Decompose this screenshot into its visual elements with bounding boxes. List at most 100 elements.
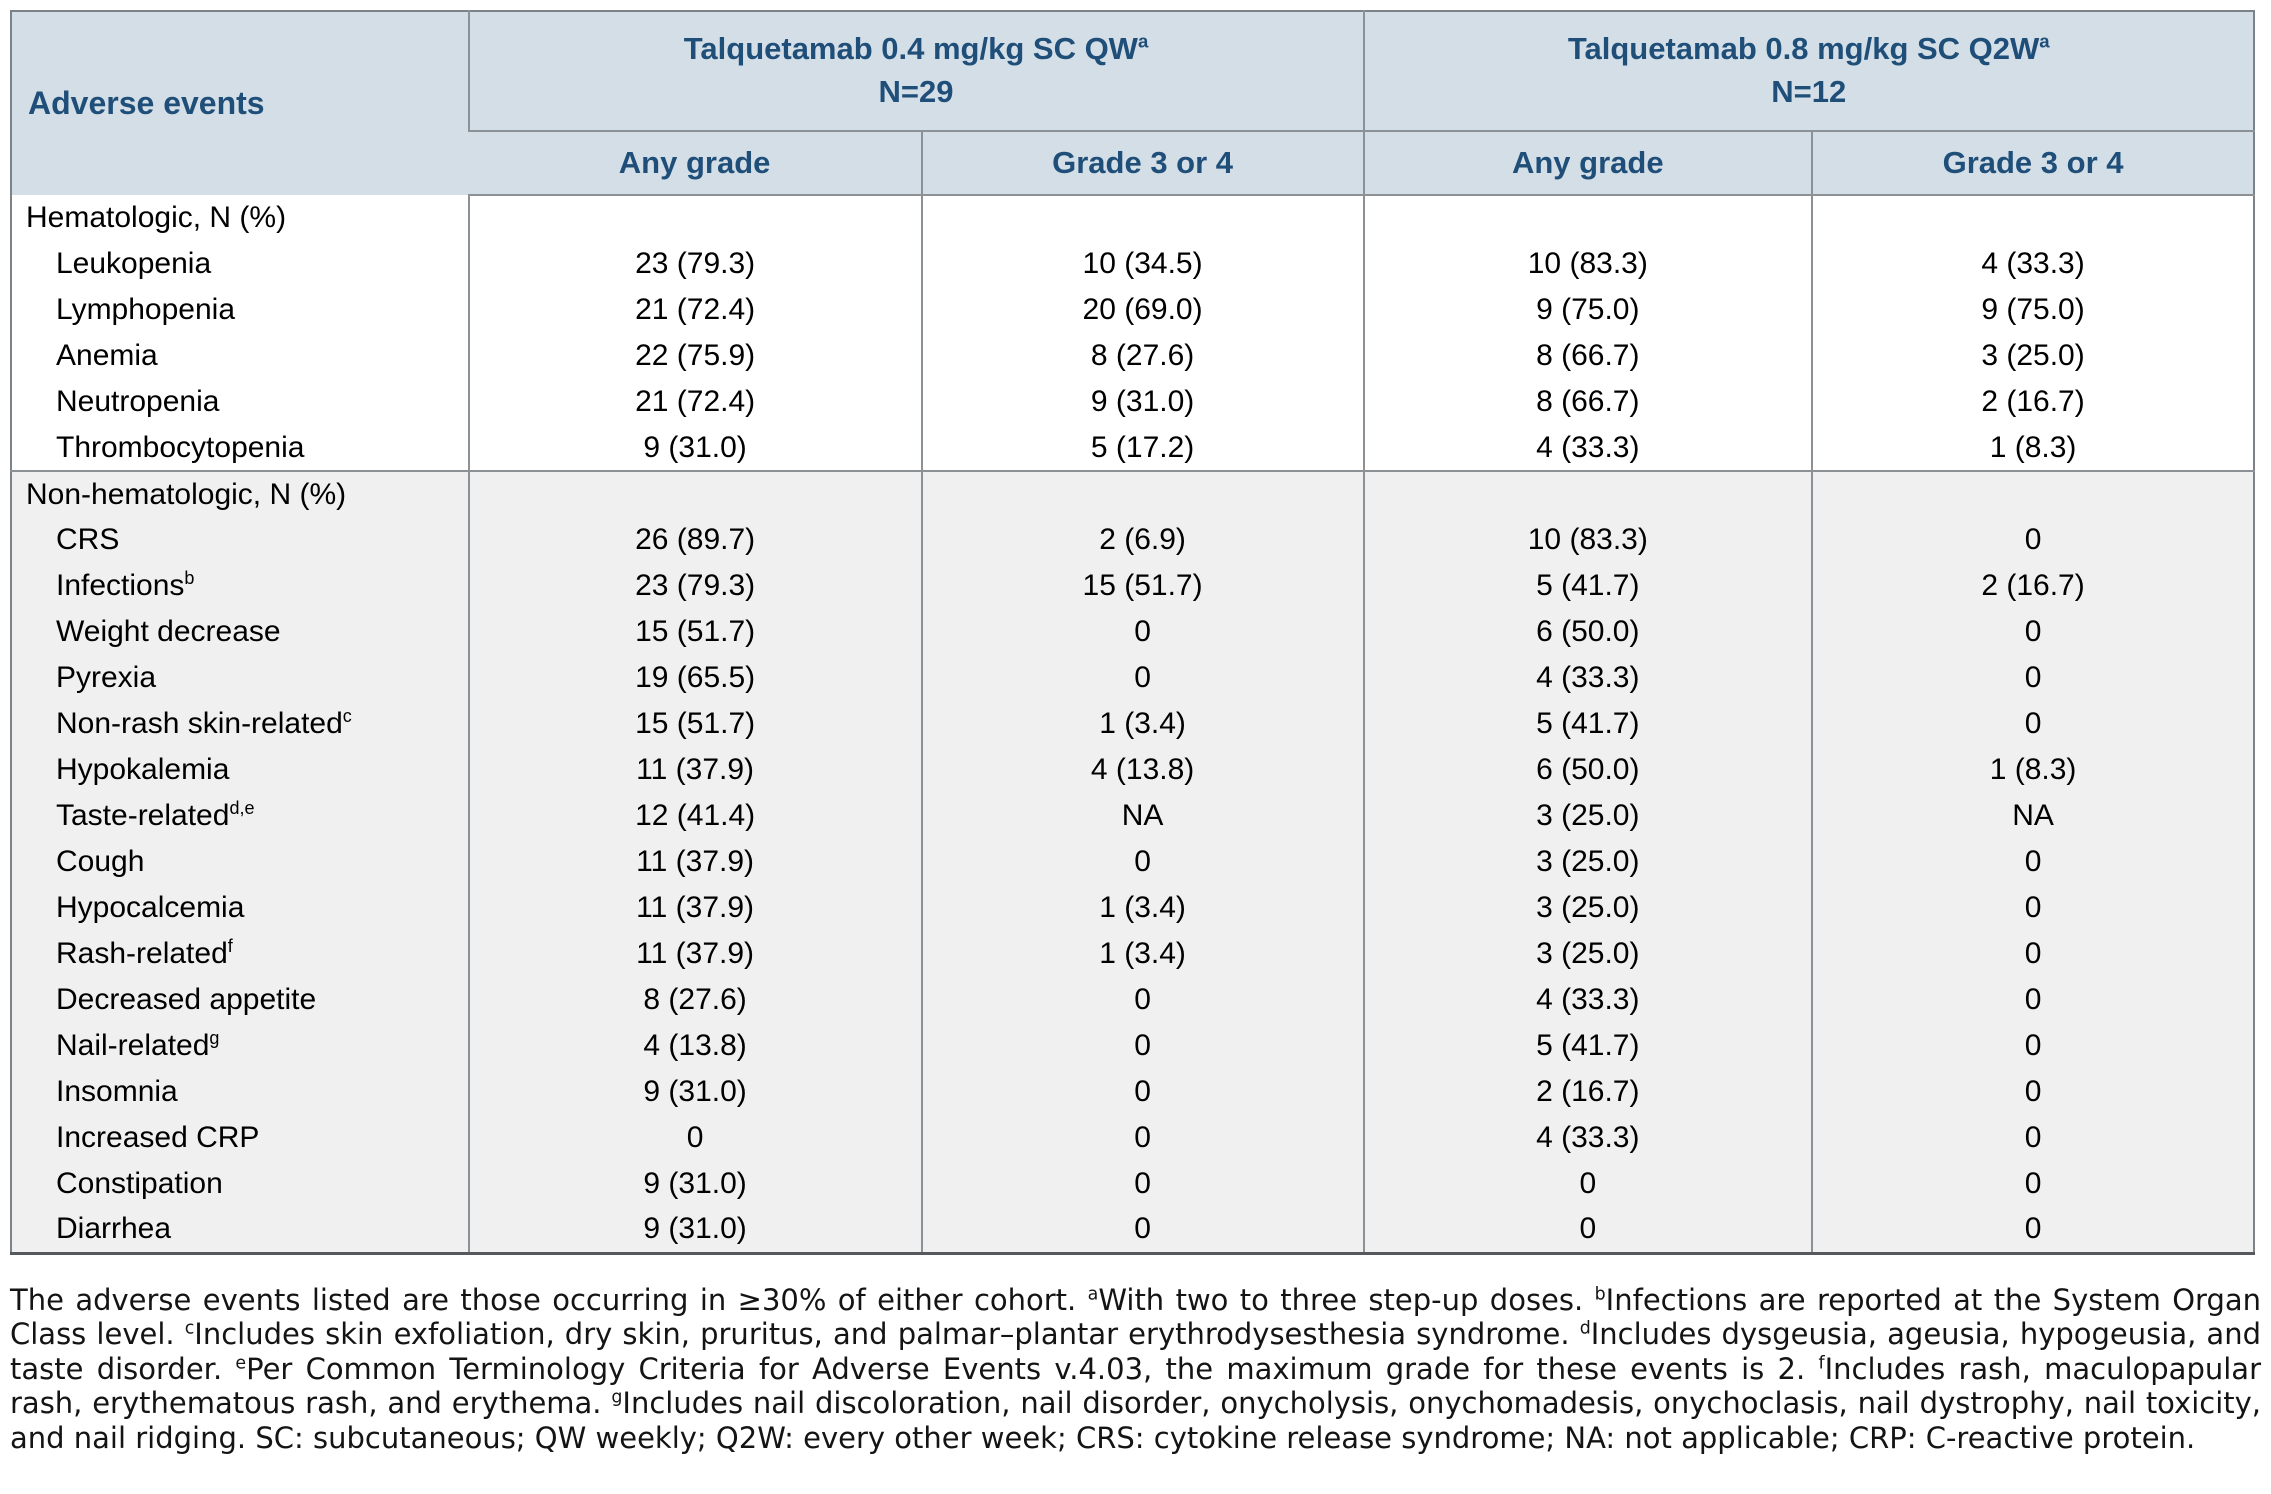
cell-value: 21 (72.4) [467,287,922,333]
cell-value: 0 [1362,1207,1813,1253]
col-header-any-grade-q2w: Any grade [1362,131,1813,196]
group-n: N=29 [878,74,954,109]
table-row: Anemia 22 (75.9) 8 (27.6) 8 (66.7) 3 (25… [11,333,2254,379]
table-row: Weight decrease 15 (51.7) 0 6 (50.0) 0 [11,609,2254,655]
cell-value: 8 (27.6) [920,333,1364,379]
cell-value: 8 (66.7) [1362,333,1813,379]
cell-value: 22 (75.9) [467,333,922,379]
footnote-marker: f [227,936,233,956]
row-label: Neutropenia [56,385,220,418]
cell-value: 0 [1362,1161,1813,1207]
cell-value: 9 (31.0) [467,1069,922,1115]
footnote-marker: c [342,706,352,726]
cell-value: 4 (13.8) [467,1023,922,1069]
cell-value: 0 [1811,701,2254,747]
cell-value: 0 [920,655,1364,701]
footnote-marker: f [1818,1352,1825,1373]
cell-value: 4 (33.3) [1811,241,2254,287]
row-label: Cough [56,845,145,878]
row-label: Infections [56,569,185,602]
table-row: Taste-relatedd,e 12 (41.4) NA 3 (25.0) N… [11,793,2254,839]
footnote-text: Per Common Terminology Criteria for Adve… [246,1351,1819,1386]
table-header: Adverse events Talquetamab 0.4 mg/kg SC … [11,11,2254,196]
row-label: Lymphopenia [56,293,236,326]
cell-value: 2 (16.7) [1811,563,2254,609]
cell-value: 23 (79.3) [467,563,922,609]
cell-value: 9 (31.0) [467,1207,922,1253]
footnote-marker: g [209,1028,220,1048]
table-row: Rash-relatedf 11 (37.9) 1 (3.4) 3 (25.0)… [11,931,2254,977]
cell-value: 3 (25.0) [1811,333,2254,379]
row-label: Leukopenia [56,247,212,280]
cell-value: 19 (65.5) [467,655,922,701]
cell-value: 4 (33.3) [1362,425,1813,471]
row-label: Non-rash skin-related [56,707,343,740]
cell-value: 15 (51.7) [467,701,922,747]
cell-value: 0 [1811,885,2254,931]
cell-value: 5 (41.7) [1362,701,1813,747]
cell-value: 8 (27.6) [467,977,922,1023]
cell-value: 4 (33.3) [1362,655,1813,701]
group-title: Talquetamab 0.8 mg/kg SC Q2W [1567,31,2040,67]
footnote-text: Infections are reported at the System Or… [10,1282,2262,1352]
cell-value: 4 (33.3) [1362,1115,1813,1161]
cell-value: 5 (41.7) [1362,1023,1813,1069]
cell-value: 0 [1811,839,2254,885]
table-row: Infectionsb 23 (79.3) 15 (51.7) 5 (41.7)… [11,563,2254,609]
cell-value: 2 (6.9) [920,517,1364,563]
row-label: Pyrexia [56,661,157,694]
cell-value: 3 (25.0) [1362,885,1813,931]
group-header-q2w: Talquetamab 0.8 mg/kg SC Q2Wa N=12 [1362,11,2254,132]
section-non-hematologic: Non-hematologic, N (%) CRS 26 (89.7) 2 (… [11,470,2254,1253]
cell-value: 0 [920,977,1364,1023]
page: Adverse events Talquetamab 0.4 mg/kg SC … [10,10,2262,1455]
cell-value: 0 [920,609,1364,655]
corner-header: Adverse events [11,11,469,195]
footnote-marker: b [184,568,195,588]
cell-value: 4 (13.8) [920,747,1364,793]
cell-value: 9 (31.0) [467,1161,922,1207]
table-row: Decreased appetite 8 (27.6) 0 4 (33.3) 0 [11,977,2254,1023]
col-header-grade34-q2w: Grade 3 or 4 [1811,131,2254,196]
cell-value: NA [1811,793,2254,839]
footnote-marker: g [611,1387,623,1408]
section-header-row: Non-hematologic, N (%) [11,470,2254,517]
cell-value: 0 [1811,1161,2254,1207]
cell-value: 3 (25.0) [1362,839,1813,885]
row-label: Hypokalemia [56,753,230,786]
group-header-row: Adverse events Talquetamab 0.4 mg/kg SC … [11,11,2254,195]
table-row: Non-rash skin-relatedc 15 (51.7) 1 (3.4)… [11,701,2254,747]
group-n: N=12 [1771,74,1847,109]
row-label: Hypocalcemia [56,891,245,924]
footnote-marker: b [1594,1283,1606,1304]
cell-value: 9 (31.0) [467,425,922,471]
cell-value: 20 (69.0) [920,287,1364,333]
row-label: Thrombocytopenia [56,430,305,464]
cell-value: 0 [920,1207,1364,1253]
sub-header-row: Any grade Grade 3 or 4 Any grade Grade 3… [11,131,2254,196]
cell-value: 1 (3.4) [920,701,1364,747]
cell-value: 0 [920,1115,1364,1161]
section-header: Non-hematologic, N (%) [11,470,469,517]
footnote-text: Includes nail discoloration, nail disord… [10,1386,2262,1455]
row-label: Anemia [56,339,158,372]
cell-value: 11 (37.9) [467,931,922,977]
cell-value: 26 (89.7) [467,517,922,563]
row-label: Weight decrease [56,615,281,648]
cell-value: 6 (50.0) [1362,747,1813,793]
table-row: Insomnia 9 (31.0) 0 2 (16.7) 0 [11,1069,2254,1115]
cell-value: 0 [1811,1023,2254,1069]
footnote-text: Includes skin exfoliation, dry skin, pru… [194,1317,1580,1351]
cell-value: 10 (34.5) [920,241,1364,287]
footnote-marker: e [235,1352,247,1373]
cell-value: 15 (51.7) [920,563,1364,609]
footnote-text: The adverse events listed are those occu… [10,1282,1088,1317]
cell-value: 2 (16.7) [1362,1069,1813,1115]
row-label: Increased CRP [56,1121,260,1154]
cell-value: 5 (41.7) [1362,563,1813,609]
cell-value: 0 [1811,931,2254,977]
group-title: Talquetamab 0.4 mg/kg SC QW [683,31,1138,67]
table-row: Increased CRP 0 0 4 (33.3) 0 [11,1115,2254,1161]
table-row: Constipation 9 (31.0) 0 0 0 [11,1161,2254,1207]
row-label: Rash-related [56,937,228,970]
